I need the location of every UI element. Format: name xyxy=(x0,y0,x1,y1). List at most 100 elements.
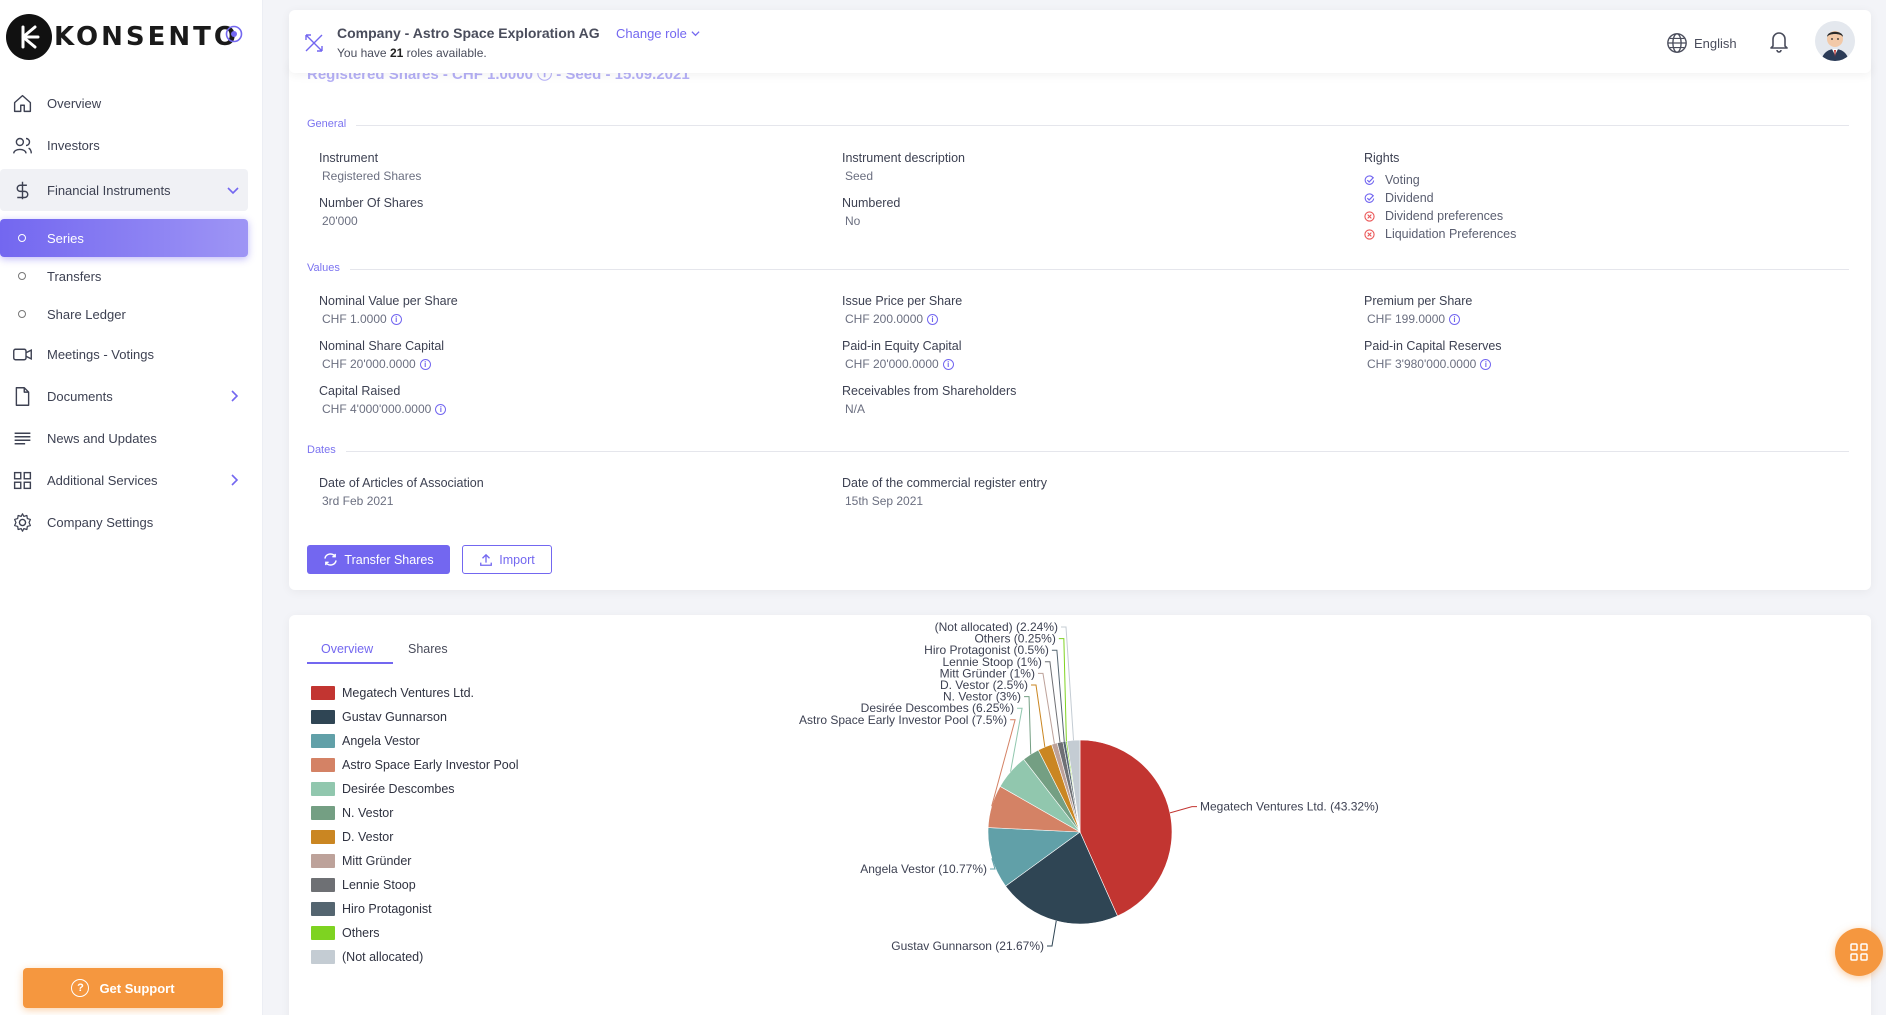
dollar-icon xyxy=(16,181,29,200)
circle-icon xyxy=(18,310,26,318)
label-leader-line xyxy=(991,719,1016,807)
legend-swatch xyxy=(311,782,335,796)
legend-item[interactable]: Mitt Gründer xyxy=(311,849,518,873)
right-dividend: Dividend xyxy=(1364,191,1434,205)
legend-item[interactable]: Gustav Gunnarson xyxy=(311,705,518,729)
legend-label: Astro Space Early Investor Pool xyxy=(342,758,519,772)
brand-name: KONSENTO xyxy=(54,22,239,52)
label-leader-line xyxy=(1031,684,1046,748)
paid-in-reserves-label: Paid-in Capital Reserves xyxy=(1364,339,1502,353)
language-selector[interactable]: English xyxy=(1666,32,1737,54)
right-label: Liquidation Preferences xyxy=(1385,227,1517,241)
legend-item[interactable]: Astro Space Early Investor Pool xyxy=(311,753,518,777)
sidebar-item-investors[interactable]: Investors xyxy=(0,124,263,166)
legend-item[interactable]: Desirée Descombes xyxy=(311,777,518,801)
tab-overview[interactable]: Overview xyxy=(321,642,374,656)
change-role-link[interactable]: Change role xyxy=(616,26,701,41)
sidebar-item-financial-instruments[interactable]: Financial Instruments xyxy=(0,169,248,211)
issue-price-label: Issue Price per Share xyxy=(842,294,963,308)
nominal-share-capital-value: CHF 20'000.0000 i xyxy=(322,357,431,371)
legend-swatch xyxy=(311,758,335,772)
info-icon[interactable]: i xyxy=(435,403,447,415)
paid-in-equity-value: CHF 20'000.0000 i xyxy=(845,357,954,371)
tab-shares[interactable]: Shares xyxy=(408,642,448,656)
get-support-button[interactable]: ? Get Support xyxy=(23,968,223,1008)
pie-slice[interactable] xyxy=(1066,739,1081,833)
nominal-value: CHF 1.0000 i xyxy=(322,312,402,326)
home-icon xyxy=(13,94,32,113)
legend-item[interactable]: N. Vestor xyxy=(311,801,518,825)
legend-item[interactable]: Angela Vestor xyxy=(311,729,518,753)
info-icon[interactable]: i xyxy=(419,358,431,370)
roles-count: 21 xyxy=(389,46,404,60)
sidebar-item-news[interactable]: News and Updates xyxy=(0,417,263,459)
legend-label: Others xyxy=(342,926,380,940)
info-icon[interactable]: i xyxy=(927,313,939,325)
chevron-right-icon xyxy=(231,474,239,486)
sidebar-item-company-settings[interactable]: Company Settings xyxy=(0,501,263,543)
legend-item[interactable]: Megatech Ventures Ltd. xyxy=(311,681,518,705)
info-icon[interactable]: i xyxy=(1480,358,1492,370)
legend-label: (Not allocated) xyxy=(342,950,424,964)
legend-swatch xyxy=(311,902,335,916)
sidebar-item-label: Company Settings xyxy=(47,514,154,530)
sidebar-item-documents[interactable]: Documents xyxy=(0,375,263,417)
pie-slice-label: D. Vestor (2.5%) xyxy=(940,678,1028,692)
brand-logo[interactable]: KONSENTO xyxy=(6,14,239,60)
premium-value: CHF 199.0000 i xyxy=(1367,312,1461,326)
x-circle-icon xyxy=(1364,228,1375,240)
rights-label: Rights xyxy=(1364,151,1400,165)
label-leader-line xyxy=(1051,649,1065,742)
articles-date-value: 3rd Feb 2021 xyxy=(322,494,394,508)
info-icon[interactable]: i xyxy=(390,313,402,325)
right-voting: Voting xyxy=(1364,173,1420,187)
paid-in-reserves-value: CHF 3'980'000.0000 i xyxy=(1367,357,1492,371)
right-dividend-preferences: Dividend preferences xyxy=(1364,209,1503,223)
issue-price-text: CHF 200.0000 xyxy=(845,312,924,326)
pie-slice-label: Angela Vestor (10.77%) xyxy=(860,862,987,876)
sidebar-item-share-ledger[interactable]: Share Ledger xyxy=(0,295,263,333)
divider xyxy=(307,125,1849,126)
premium-label: Premium per Share xyxy=(1364,294,1473,308)
number-of-shares-label: Number Of Shares xyxy=(319,196,424,210)
transfer-shares-button[interactable]: Transfer Shares xyxy=(307,545,450,574)
sidebar-nav: Overview Investors Financial Instruments… xyxy=(0,82,263,543)
legend-item[interactable]: (Not allocated) xyxy=(311,945,518,969)
legend-item[interactable]: Lennie Stoop xyxy=(311,873,518,897)
import-button[interactable]: Import xyxy=(462,545,552,574)
sidebar-item-label: Overview xyxy=(47,95,102,111)
target-icon[interactable] xyxy=(225,25,243,43)
label-leader-line xyxy=(1169,806,1197,814)
label-leader-line xyxy=(1044,661,1061,743)
quick-actions-button[interactable] xyxy=(1835,928,1883,976)
avatar[interactable] xyxy=(1815,21,1855,61)
sidebar-item-meetings[interactable]: Meetings - Votings xyxy=(0,333,263,375)
legend-item[interactable]: Others xyxy=(311,921,518,945)
legend-swatch xyxy=(311,806,335,820)
collapse-toggle-icon[interactable] xyxy=(303,32,325,54)
import-label: Import xyxy=(499,552,535,567)
sidebar-item-series[interactable]: Series xyxy=(0,219,248,257)
legend-swatch xyxy=(311,854,335,868)
instrument-label: Instrument xyxy=(319,151,379,165)
chevron-down-icon xyxy=(227,187,239,195)
pie-slice-label: Gustav Gunnarson (21.67%) xyxy=(891,939,1044,953)
legend-swatch xyxy=(311,926,335,940)
language-label: English xyxy=(1694,35,1737,51)
legend-item[interactable]: Hiro Protagonist xyxy=(311,897,518,921)
bell-icon[interactable] xyxy=(1767,28,1791,54)
roles-suffix: roles available. xyxy=(406,46,487,60)
sidebar-item-overview[interactable]: Overview xyxy=(0,82,263,124)
info-icon[interactable]: i xyxy=(942,358,954,370)
label-leader-line xyxy=(1047,920,1057,947)
roles-prefix: You have xyxy=(337,46,387,60)
raised-text: CHF 4'000'000.0000 xyxy=(322,402,432,416)
legend-swatch xyxy=(311,734,335,748)
question-icon: ? xyxy=(71,979,90,997)
legend-item[interactable]: D. Vestor xyxy=(311,825,518,849)
sidebar-item-additional-services[interactable]: Additional Services xyxy=(0,459,263,501)
pie-slice-label: N. Vestor (3%) xyxy=(943,690,1021,704)
change-role-label: Change role xyxy=(616,26,687,41)
sidebar-item-transfers[interactable]: Transfers xyxy=(0,257,263,295)
info-icon[interactable]: i xyxy=(1449,313,1461,325)
